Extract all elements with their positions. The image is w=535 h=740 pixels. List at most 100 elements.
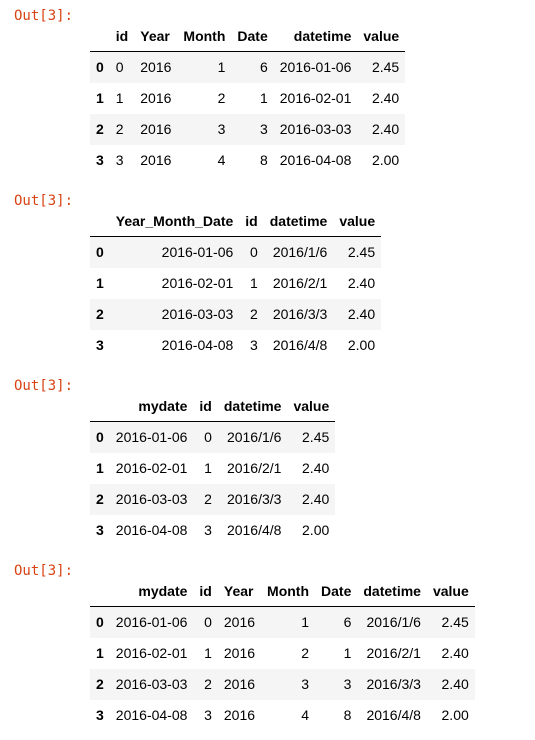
cell-datetime: 2016/4/8 xyxy=(272,337,328,353)
cell-id: 0 xyxy=(204,429,212,445)
cell-value: 2.00 xyxy=(371,152,400,168)
table-row: 1 2016-02-01 1 2016 2 1 2016/2/1 2.40 xyxy=(90,638,475,669)
cell-date: 1 xyxy=(259,90,268,106)
column-header-datetime: datetime xyxy=(357,575,427,607)
cell-datetime: 2016-02-01 xyxy=(279,90,352,106)
cell-value: 2.40 xyxy=(441,676,469,692)
cell-datetime: 2016/2/1 xyxy=(366,645,421,661)
cell-id: 1 xyxy=(249,275,258,291)
column-header-year: Year xyxy=(217,575,262,607)
column-header-datetime: datetime xyxy=(273,20,358,52)
cell-id: 2 xyxy=(204,676,212,692)
table-header-row: Year_Month_Date id datetime value xyxy=(90,205,382,237)
column-header-month: Month xyxy=(261,575,316,607)
cell-datetime: 2016/4/8 xyxy=(366,707,421,723)
column-header-month: Month xyxy=(177,20,232,52)
table-row: 3 2016-04-08 3 2016/4/8 2.00 xyxy=(90,515,336,546)
cell-datetime: 2016/2/1 xyxy=(226,460,282,476)
column-header-id: id xyxy=(193,390,218,422)
cell-year-month-date: 2016-01-06 xyxy=(161,244,234,260)
cell-date: 3 xyxy=(259,121,268,137)
table-row: 1 2016-02-01 1 2016/2/1 2.40 xyxy=(90,268,382,299)
cell-mydate: 2016-03-03 xyxy=(115,491,188,507)
dataframe-table: Year_Month_Date id datetime value 0 2016… xyxy=(90,205,382,361)
cell-datetime: 2016/3/3 xyxy=(272,306,328,322)
cell-date: 6 xyxy=(259,59,268,75)
table-header-row: mydate id datetime value xyxy=(90,390,336,422)
cell-mydate: 2016-03-03 xyxy=(115,676,188,692)
cell-datetime: 2016-04-08 xyxy=(279,152,352,168)
cell-id: 3 xyxy=(249,337,258,353)
row-index: 3 xyxy=(96,707,104,723)
dataframe-table: mydate id datetime value 0 2016-01-06 0 … xyxy=(90,390,336,546)
column-header-id: id xyxy=(193,575,218,607)
cell-value: 2.40 xyxy=(371,121,400,137)
row-index: 3 xyxy=(96,522,104,538)
cell-mydate: 2016-04-08 xyxy=(115,522,188,538)
output-cell-3: Out[3]: mydate id datetime value 0 2016-… xyxy=(0,376,535,556)
cell-date: 3 xyxy=(343,676,352,692)
cell-id: 0 xyxy=(115,59,124,75)
cell-year: 2016 xyxy=(140,121,172,137)
cell-year: 2016 xyxy=(223,614,256,630)
output-cell-1: Out[3]: id Year Month Date datetime valu… xyxy=(0,6,535,186)
row-index: 0 xyxy=(96,429,104,445)
table-row: 2 2 2016 3 3 2016-03-03 2.40 xyxy=(90,114,406,145)
cell-date: 1 xyxy=(343,645,352,661)
column-header-value: value xyxy=(357,20,406,52)
column-header-year: Year xyxy=(134,20,178,52)
output-cell-4: Out[3]: mydate id Year Month Date dateti… xyxy=(0,561,535,740)
table-row: 2 2016-03-03 2 2016/3/3 2.40 xyxy=(90,299,382,330)
cell-value: 2.40 xyxy=(441,645,469,661)
row-index: 0 xyxy=(96,614,104,630)
cell-value: 2.45 xyxy=(441,614,469,630)
cell-year: 2016 xyxy=(140,152,172,168)
cell-id: 0 xyxy=(204,614,212,630)
output-cell-2: Out[3]: Year_Month_Date id datetime valu… xyxy=(0,191,535,371)
cell-mydate: 2016-01-06 xyxy=(115,429,188,445)
table-row: 0 2016-01-06 0 2016/1/6 2.45 xyxy=(90,236,382,268)
cell-datetime: 2016/3/3 xyxy=(366,676,421,692)
column-header-datetime: datetime xyxy=(263,205,334,237)
cell-datetime: 2016/1/6 xyxy=(366,614,421,630)
row-index: 3 xyxy=(96,152,104,168)
row-index: 2 xyxy=(96,121,104,137)
cell-year-month-date: 2016-02-01 xyxy=(161,275,234,291)
cell-year: 2016 xyxy=(140,90,172,106)
index-header xyxy=(90,390,110,422)
out-prompt: Out[3]: xyxy=(14,563,74,579)
cell-datetime: 2016/4/8 xyxy=(226,522,282,538)
column-header-date: Date xyxy=(315,575,358,607)
index-header xyxy=(90,20,110,52)
cell-mydate: 2016-02-01 xyxy=(115,645,188,661)
table-row: 3 3 2016 4 8 2016-04-08 2.00 xyxy=(90,145,406,176)
cell-id: 2 xyxy=(115,121,124,137)
out-prompt: Out[3]: xyxy=(14,8,74,24)
row-index: 2 xyxy=(96,676,104,692)
cell-id: 0 xyxy=(249,244,258,260)
cell-id: 2 xyxy=(204,491,212,507)
cell-mydate: 2016-02-01 xyxy=(115,460,188,476)
cell-year-month-date: 2016-03-03 xyxy=(161,306,234,322)
cell-date: 6 xyxy=(343,614,352,630)
cell-month: 3 xyxy=(301,676,310,692)
dataframe-table: mydate id Year Month Date datetime value… xyxy=(90,575,475,731)
table-row: 0 0 2016 1 6 2016-01-06 2.45 xyxy=(90,51,406,83)
row-index: 1 xyxy=(96,90,104,106)
cell-value: 2.40 xyxy=(347,306,376,322)
cell-month: 3 xyxy=(217,121,226,137)
cell-id: 3 xyxy=(204,707,212,723)
cell-datetime: 2016/3/3 xyxy=(226,491,282,507)
cell-month: 2 xyxy=(301,645,310,661)
table-row: 3 2016-04-08 3 2016 4 8 2016/4/8 2.00 xyxy=(90,700,475,731)
column-header-year-month-date: Year_Month_Date xyxy=(109,205,240,237)
out-prompt: Out[3]: xyxy=(14,378,74,394)
column-header-value: value xyxy=(333,205,382,237)
row-index: 1 xyxy=(96,645,104,661)
table-row: 1 1 2016 2 1 2016-02-01 2.40 xyxy=(90,83,406,114)
table-row: 0 2016-01-06 0 2016/1/6 2.45 xyxy=(90,421,336,453)
cell-month: 4 xyxy=(301,707,310,723)
cell-year-month-date: 2016-04-08 xyxy=(161,337,234,353)
cell-value: 2.00 xyxy=(347,337,376,353)
column-header-value: value xyxy=(426,575,475,607)
